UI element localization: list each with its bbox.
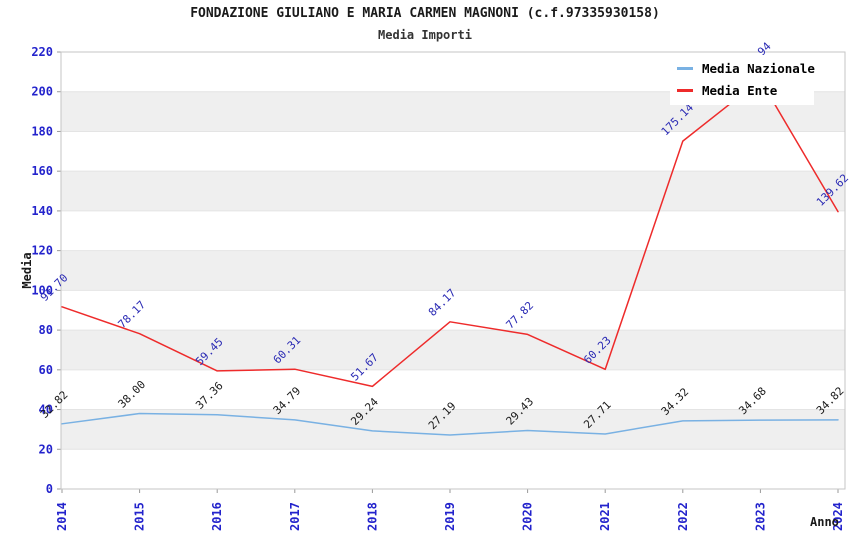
y-tick-label: 40	[39, 403, 53, 417]
x-tick-label: 2016	[210, 502, 224, 531]
plot-band	[61, 330, 845, 370]
x-tick-label: 2023	[753, 502, 767, 531]
y-tick-label: 80	[39, 323, 53, 337]
x-tick-label: 2015	[133, 502, 147, 531]
legend-line-swatch-nazionale	[677, 67, 693, 70]
x-tick-label: 2024	[831, 502, 845, 531]
legend-label: Media Nazionale	[702, 61, 815, 76]
legend-item-media-ente: Media Ente	[677, 83, 807, 98]
x-axis-title: Anno	[810, 515, 839, 529]
legend-line-swatch-ente	[677, 89, 693, 92]
legend-item-media-nazionale: Media Nazionale	[677, 61, 815, 76]
x-tick-label: 2019	[443, 502, 457, 531]
data-label: 78.17	[116, 298, 149, 331]
x-tick-label: 2020	[521, 502, 535, 531]
x-tick-label: 2021	[598, 502, 612, 531]
series-line-media-ente	[61, 79, 839, 388]
plot-band	[61, 250, 845, 291]
legend-label: Media Ente	[702, 83, 778, 98]
y-tick-label: 160	[31, 164, 53, 178]
plot-band	[61, 171, 845, 211]
plot-border	[60, 51, 846, 490]
y-tick-label: 60	[39, 363, 53, 377]
data-label: 37.36	[193, 379, 226, 412]
y-tick-label: 20	[39, 442, 53, 456]
y-tick-label: 140	[31, 204, 53, 218]
data-label: 38.00	[116, 378, 149, 411]
data-label: 84.17	[426, 286, 459, 319]
chart-title: FONDAZIONE GIULIANO E MARIA CARMEN MAGNO…	[190, 6, 660, 21]
y-tick-label: 120	[31, 244, 53, 258]
data-label: 77.82	[504, 299, 537, 332]
legend: Media Nazionale Media Ente	[670, 55, 815, 105]
x-tick-label: 2017	[288, 502, 302, 531]
x-tick-label: 2022	[676, 502, 690, 531]
x-tick-label: 2018	[365, 502, 379, 531]
y-tick-label: 200	[31, 85, 53, 99]
plot-band	[61, 409, 845, 450]
y-tick-label: 100	[31, 283, 53, 297]
y-axis-title: Media	[20, 252, 34, 288]
y-tick-label: 180	[31, 124, 53, 138]
x-tick-label: 2014	[55, 502, 69, 531]
y-tick-label: 0	[46, 482, 53, 496]
series-line-media-nazionale	[61, 412, 839, 436]
chart-subtitle: Media Importi	[378, 28, 472, 42]
y-tick-label: 220	[31, 45, 53, 59]
